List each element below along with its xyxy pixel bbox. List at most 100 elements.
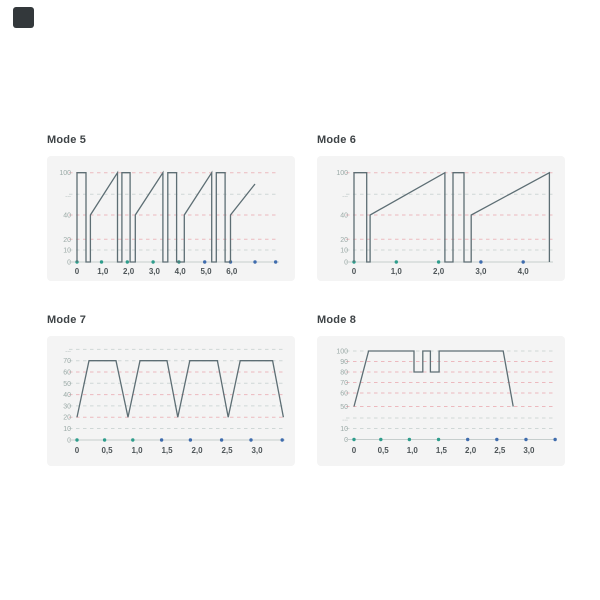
x-axis-label: 1,5: [161, 446, 173, 455]
marker-dot-teal: [436, 260, 441, 264]
y-axis-label: ...: [342, 416, 348, 423]
chart-title: Mode 6: [317, 134, 357, 146]
marker-dot-teal: [352, 437, 356, 442]
chart-panel: 100... 40 20 10 0 0 1,0 2,0 3,0 4,0: [317, 156, 565, 281]
marker-dot-teal: [407, 437, 412, 442]
waveform-line: [353, 350, 514, 407]
marker-dot-blue: [280, 438, 284, 442]
marker-dot-teal: [102, 438, 107, 442]
x-axis-label: 4,0: [518, 267, 530, 276]
y-axis-label: 80: [340, 370, 348, 377]
x-axis-label: 1,0: [407, 446, 419, 455]
x-axis-label: 3,0: [149, 267, 161, 276]
marker-dot-blue: [524, 437, 528, 442]
waveform-line: [353, 171, 551, 263]
y-axis-label: 10: [340, 426, 348, 433]
x-axis-label: 1,5: [436, 446, 448, 455]
marker-dot-blue: [253, 260, 257, 264]
x-axis-label: 2,0: [123, 267, 135, 276]
marker-dot-teal: [151, 260, 155, 264]
y-axis-label: 90: [340, 359, 348, 366]
y-axis-label: 100: [59, 170, 71, 177]
y-axis-label: 60: [63, 370, 71, 377]
y-axis-label: 0: [344, 260, 348, 267]
marker-dot-teal: [75, 438, 79, 442]
y-axis-label: 0: [67, 260, 71, 267]
x-axis-label: 3,0: [475, 267, 487, 276]
marker-dot-blue: [273, 260, 278, 264]
dark-square-mark: [13, 7, 34, 28]
y-axis-label: ...: [65, 192, 71, 199]
x-axis-label: 3,0: [523, 446, 535, 455]
x-axis-label: 0,5: [378, 446, 390, 455]
y-axis-label: 40: [340, 213, 348, 220]
y-axis-label: ...: [342, 192, 348, 199]
chart-title: Mode 7: [47, 314, 87, 326]
marker-dot-teal: [99, 260, 104, 264]
marker-dot-teal: [131, 438, 135, 442]
marker-dot-blue: [465, 437, 470, 442]
marker-dot-blue: [553, 437, 557, 442]
chart-title: Mode 8: [317, 314, 357, 326]
marker-dot-teal: [379, 437, 383, 442]
x-axis-label: 4,0: [175, 267, 187, 276]
x-axis-label: 6,0: [226, 267, 238, 276]
marker-dot-blue: [479, 260, 483, 264]
chart-panel: 100 90 80 70 60 50... 10 0 0 0,5 1,0 1,5 2,0 2,5 3,0: [317, 336, 565, 466]
x-axis-label: 0,5: [101, 446, 113, 455]
y-axis-label: 0: [344, 437, 348, 444]
x-axis-label: 2,0: [433, 267, 445, 276]
marker-dot-teal: [436, 437, 441, 442]
x-axis-label: 3,0: [251, 446, 263, 455]
y-axis-label: 30: [63, 403, 71, 410]
y-axis-label: 20: [63, 237, 71, 244]
waveform-line: [76, 360, 285, 418]
marker-dot-blue: [159, 438, 164, 442]
x-axis-label: 2,0: [465, 446, 477, 455]
y-axis-label: 70: [340, 380, 348, 387]
x-axis-label: 0: [352, 446, 357, 455]
x-axis-label: 0: [75, 267, 80, 276]
x-axis-label: 0: [352, 267, 357, 276]
chart-group-mode-6: Mode 6 100... 40 20 10 0 0 1,0 2,0 3,0 4,0: [317, 133, 565, 281]
chart-panel: ... 70 60 50 40 30 20 10 0 0 0,5 1,0 1,5 2,0 2,5 3,0: [47, 336, 295, 466]
y-axis-label: 10: [63, 248, 71, 255]
y-axis-label: 50: [340, 404, 348, 411]
waveform-line: [76, 170, 256, 263]
marker-dot-blue: [203, 260, 207, 264]
y-axis-label: 10: [340, 248, 348, 255]
marker-dot-teal: [125, 260, 130, 264]
x-axis-label: 5,0: [200, 267, 212, 276]
chart-svg: ... 70 60 50 40 30 20 10 00 0,5 1,0 1,5 2,0 2,5 3,0: [63, 347, 285, 455]
chart-title: Mode 5: [47, 134, 87, 146]
chart-group-mode-7: Mode 7... 70 60 50 40 30 20 10 0 0 0,5 1,0 1,5 2,0 2,5…: [47, 313, 295, 466]
y-axis-label: 10: [63, 426, 71, 433]
x-axis-label: 2,0: [191, 446, 203, 455]
marker-dot-blue: [249, 438, 253, 442]
chart-group-mode-5: Mode 5 100... 40 20 10 0 0 1,0 2,0 3,0 4,0 5,0 6,0: [47, 133, 295, 281]
x-axis-label: 1,0: [131, 446, 143, 455]
chart-panel: 100... 40 20 10 0 0 1,0 2,0 3,0 4,0 5,0 6,0: [47, 156, 295, 281]
y-axis-label: ...: [65, 347, 71, 354]
x-axis-label: 1,0: [391, 267, 403, 276]
marker-dot-blue: [495, 437, 499, 442]
y-axis-label: 40: [63, 392, 71, 399]
y-axis-label: 70: [63, 358, 71, 365]
x-axis-label: 1,0: [97, 267, 109, 276]
marker-dot-blue: [521, 260, 525, 264]
x-axis-label: 2,5: [221, 446, 233, 455]
marker-dot-blue: [188, 438, 193, 442]
marker-dot-teal: [394, 260, 398, 264]
y-axis-label: 40: [63, 213, 71, 220]
marker-dot-blue: [219, 438, 224, 442]
y-axis-label: 50: [63, 381, 71, 388]
y-axis-label: 60: [340, 391, 348, 398]
y-axis-label: 0: [67, 438, 71, 445]
chart-group-mode-8: Mode 8 100 90 80 70 60 50... 10 0 0 0,5 1,0 1,5 2,0 2,…: [317, 313, 565, 466]
x-axis-label: 0: [75, 446, 80, 455]
y-axis-label: 100: [336, 170, 348, 177]
y-axis-label: 20: [63, 415, 71, 422]
